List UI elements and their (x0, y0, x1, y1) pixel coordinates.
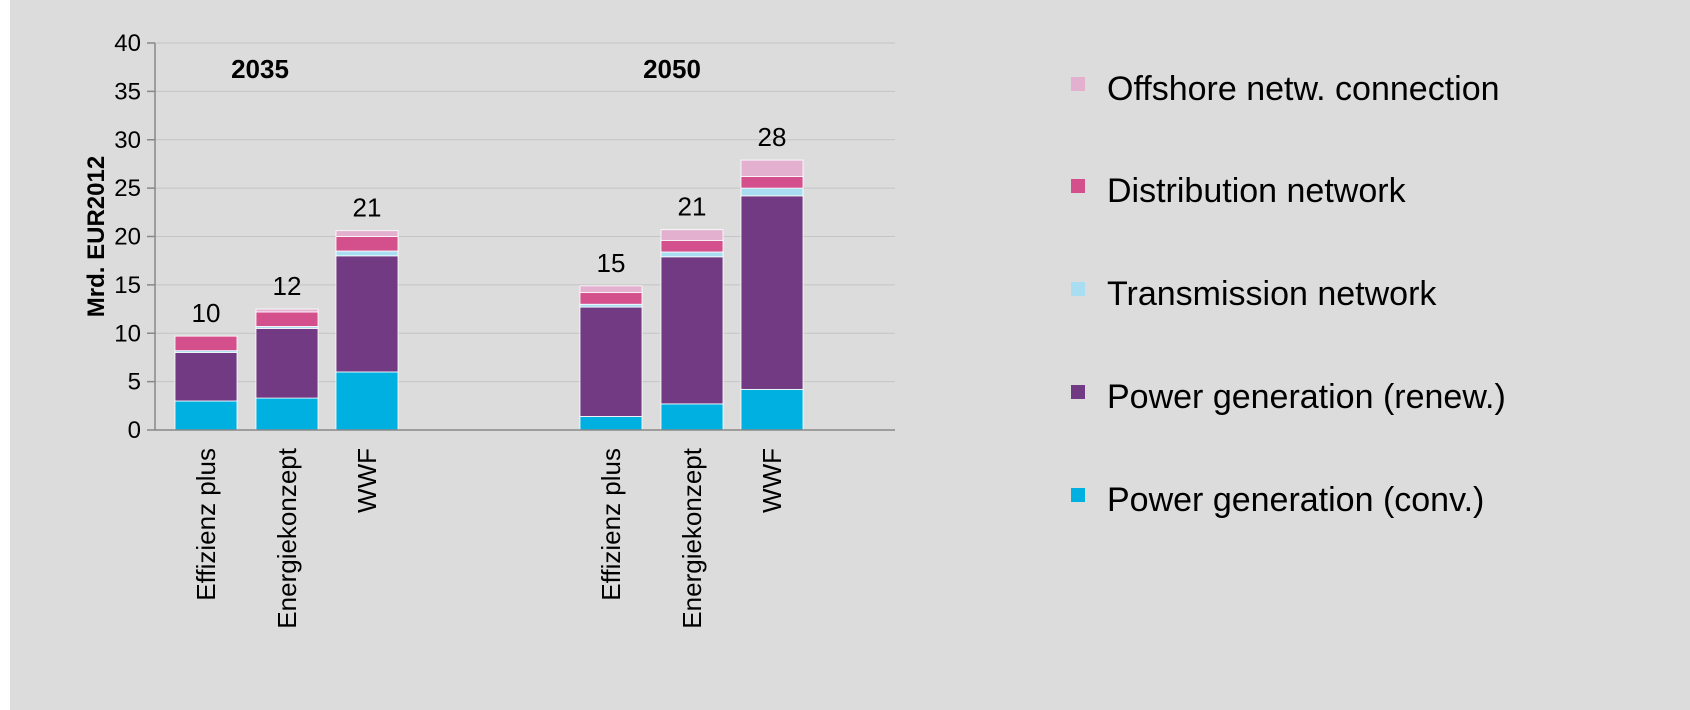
legend-swatch (1071, 282, 1085, 296)
legend-label: Offshore netw. connection (1107, 70, 1500, 108)
category-label: Effizienz plus (191, 448, 221, 601)
bar-segment (255, 308, 319, 313)
bar-segment (335, 230, 399, 237)
bar-total-label: 12 (273, 271, 302, 301)
labels: 0 5 10 15 20 25 30 35 40 Mrd. EUR2012 2035 2050 10 12… (83, 30, 787, 629)
bar-segment (335, 236, 399, 252)
legend-swatch (1071, 385, 1085, 399)
bar-segment (335, 371, 399, 431)
y-tick-label: 10 (114, 320, 141, 347)
bar-total-label: 28 (758, 122, 787, 152)
bar-segment (579, 303, 643, 308)
category-label: WWF (757, 448, 787, 513)
legend-label: Transmission network (1107, 275, 1437, 313)
legend-swatch (1071, 179, 1085, 193)
legend-swatch (1071, 77, 1085, 91)
category-label: Energiekonzept (677, 447, 707, 628)
stacked-bar-chart: 0 5 10 15 20 25 30 35 40 Mrd. EUR2012 2035 2050 10 12… (83, 30, 1506, 629)
y-tick-label: 40 (114, 30, 141, 57)
y-tick-label: 20 (114, 224, 141, 251)
bar-total-label: 21 (353, 193, 382, 223)
bar-segment (740, 187, 804, 197)
axes (147, 42, 895, 431)
bar-total-label: 21 (678, 192, 707, 222)
y-tick-label: 15 (114, 272, 141, 299)
y-tick-label: 0 (128, 417, 141, 444)
bar-segment (335, 250, 399, 257)
group-label-2050: 2050 (643, 54, 701, 84)
y-tick-label: 30 (114, 127, 141, 154)
legend-label: Power generation (conv.) (1107, 481, 1484, 519)
bar-segment (335, 255, 399, 373)
bar-segment (174, 352, 238, 402)
bar-segment (740, 195, 804, 390)
bar-segment (579, 292, 643, 305)
bar-segment (255, 397, 319, 431)
bar-total-label: 10 (192, 298, 221, 328)
legend-label: Power generation (renew.) (1107, 378, 1506, 416)
bar-segment (660, 239, 724, 253)
legend-label: Distribution network (1107, 172, 1407, 210)
y-tick-label: 25 (114, 175, 141, 202)
chart-panel: 0 5 10 15 20 25 30 35 40 Mrd. EUR2012 2035 2050 10 12… (10, 0, 1690, 710)
category-label: WWF (352, 448, 382, 513)
category-label: Effizienz plus (596, 448, 626, 601)
group-label-2035: 2035 (231, 54, 289, 84)
bar-segment (174, 400, 238, 431)
bar-segment (740, 176, 804, 189)
bar-segment (255, 328, 319, 399)
bar-segment (579, 285, 643, 294)
bar-total-label: 15 (597, 248, 626, 278)
bar-segment (174, 335, 238, 352)
y-axis-label: Mrd. EUR2012 (83, 156, 110, 317)
bar-segment (579, 306, 643, 417)
bar-segment (740, 388, 804, 431)
bar-segment (740, 159, 804, 177)
legend-swatch (1071, 488, 1085, 502)
bar-segment (660, 256, 724, 405)
y-tick-label: 35 (114, 78, 141, 105)
bar-segment (579, 416, 643, 431)
legend: Offshore netw. connection Distribution ne… (1071, 70, 1506, 519)
bars (174, 159, 804, 431)
bar-segment (660, 403, 724, 431)
bar-segment (660, 229, 724, 241)
y-tick-label: 5 (128, 369, 141, 396)
category-label: Energiekonzept (272, 447, 302, 628)
bar-segment (255, 311, 319, 327)
bar-segment (660, 251, 724, 258)
